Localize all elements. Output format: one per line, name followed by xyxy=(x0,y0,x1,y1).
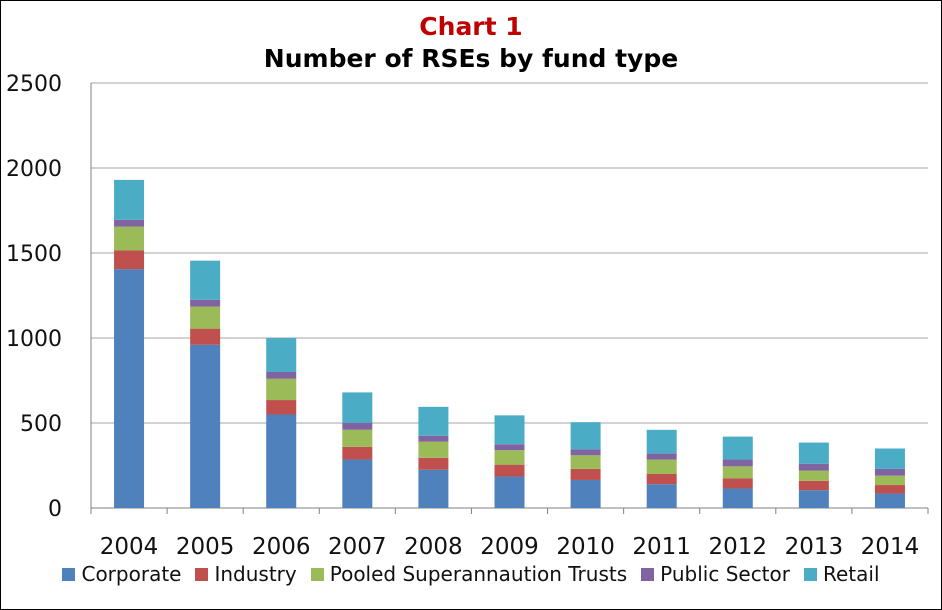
bar-segment xyxy=(646,429,677,454)
bar-segment xyxy=(266,414,297,508)
bar-segment xyxy=(190,299,221,307)
bar-segment xyxy=(874,468,905,476)
legend-label: Industry xyxy=(214,562,297,586)
bar-segment xyxy=(798,442,829,464)
legend-swatch xyxy=(195,567,209,581)
x-tick-label: 2012 xyxy=(708,534,767,560)
bar-segment xyxy=(798,463,829,471)
y-tick-label: 1500 xyxy=(6,242,62,267)
bar-segment xyxy=(874,448,905,469)
bar-segment xyxy=(494,450,525,465)
x-tick-label: 2013 xyxy=(785,534,844,560)
legend-item: Industry xyxy=(195,562,297,586)
bar-segment xyxy=(342,392,373,423)
x-tick-label: 2004 xyxy=(100,534,159,560)
legend-item: Public Sector xyxy=(641,562,790,586)
x-tick-label: 2008 xyxy=(404,534,463,560)
bar-segment xyxy=(190,344,221,508)
x-tick-label: 2007 xyxy=(328,534,387,560)
bar-segment xyxy=(646,453,677,460)
bar-segment xyxy=(874,485,905,494)
bar-segment xyxy=(266,400,297,415)
bar-segment xyxy=(342,459,373,508)
bar-segment xyxy=(722,478,753,489)
bar-segment xyxy=(342,446,373,460)
bar-segment xyxy=(114,179,145,220)
bar-segment xyxy=(342,429,373,447)
bar-segment xyxy=(418,469,449,508)
bar-segment xyxy=(798,490,829,508)
bar-segment xyxy=(570,468,601,480)
bar-segment xyxy=(418,441,449,458)
bar-segment xyxy=(190,260,221,300)
chart-title: Chart 1 xyxy=(419,12,523,41)
bar-segment xyxy=(266,378,297,401)
bar-segment xyxy=(342,423,373,430)
x-tick-label: 2006 xyxy=(252,534,311,560)
legend-item: Corporate xyxy=(62,562,181,586)
x-tick-label: 2005 xyxy=(176,534,235,560)
legend-swatch xyxy=(803,567,817,581)
bar-segment xyxy=(266,338,297,372)
legend-item: Pooled Superannaution Trusts xyxy=(310,562,628,586)
y-tick-label: 2500 xyxy=(6,72,62,97)
bar-segment xyxy=(494,476,525,508)
bar-segment xyxy=(722,459,753,467)
x-tick-label: 2010 xyxy=(556,534,615,560)
bar-segment xyxy=(494,415,525,445)
legend-swatch xyxy=(310,567,324,581)
legend-label: Retail xyxy=(822,562,880,586)
chart-subtitle: Number of RSEs by fund type xyxy=(263,44,679,73)
bar-segment xyxy=(722,466,753,479)
bar-segment xyxy=(646,484,677,508)
bar-segment xyxy=(418,457,449,470)
bar-segment xyxy=(418,406,449,436)
bar-segment xyxy=(874,493,905,508)
bar-segment xyxy=(570,422,601,450)
legend-label: Public Sector xyxy=(660,562,790,586)
legend-label: Pooled Superannaution Trusts xyxy=(329,562,628,586)
bar-segment xyxy=(114,226,145,251)
legend-item: Retail xyxy=(803,562,880,586)
bar-segment xyxy=(494,464,525,477)
bar-segment xyxy=(798,470,829,481)
bar-segment xyxy=(114,219,145,227)
bar-segment xyxy=(494,444,525,451)
bar-segment xyxy=(570,455,601,469)
bar-segment xyxy=(722,436,753,460)
bar-segment xyxy=(722,488,753,508)
bar-segment xyxy=(114,250,145,270)
bar-segment xyxy=(646,459,677,474)
bar-segment xyxy=(570,479,601,508)
legend-label: Corporate xyxy=(81,562,182,586)
bar-segment xyxy=(418,435,449,442)
bar-segment xyxy=(570,449,601,456)
bar-segment xyxy=(798,480,829,491)
bar-segment xyxy=(874,475,905,486)
y-tick-label: 500 xyxy=(20,412,62,437)
x-tick-label: 2011 xyxy=(632,534,691,560)
x-tick-label: 2009 xyxy=(480,534,539,560)
bar-segment xyxy=(114,269,145,508)
y-tick-label: 1000 xyxy=(6,327,62,352)
y-tick-label: 0 xyxy=(48,497,62,522)
bar-segment xyxy=(190,328,221,345)
bar-segment xyxy=(646,474,677,485)
bar-segment xyxy=(266,372,297,379)
legend-swatch xyxy=(62,567,76,581)
bar-segment xyxy=(190,306,221,329)
legend-swatch xyxy=(641,567,655,581)
x-tick-label: 2014 xyxy=(861,534,920,560)
y-tick-label: 2000 xyxy=(6,157,62,182)
chart-legend: Corporate Industry Pooled Superannaution T… xyxy=(0,562,942,586)
